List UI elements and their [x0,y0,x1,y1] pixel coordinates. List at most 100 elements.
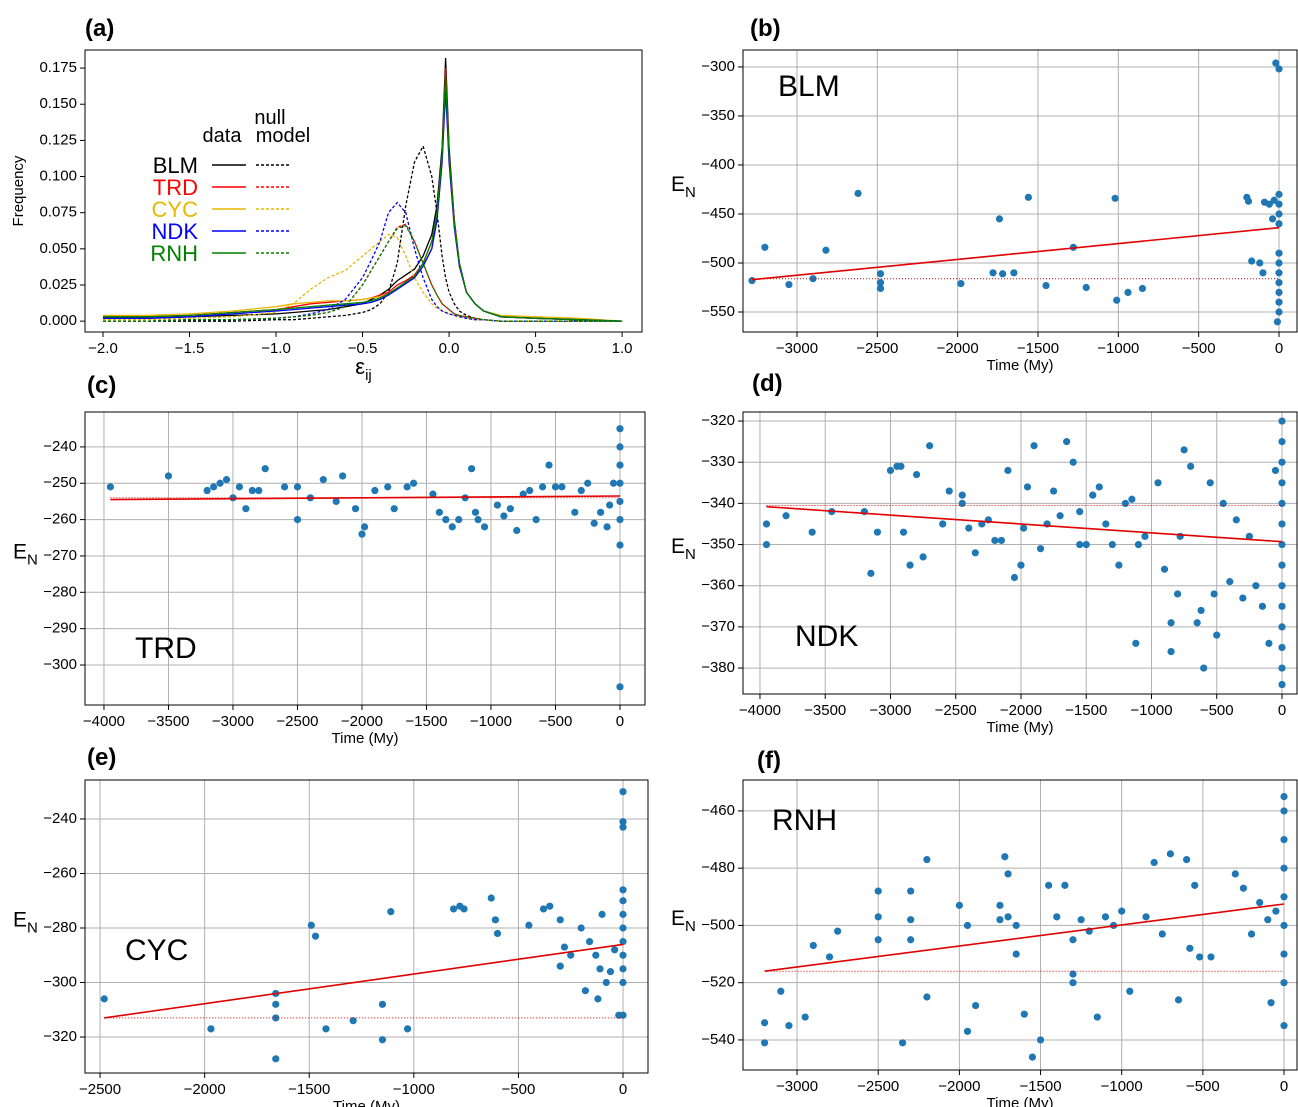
point [762,520,771,528]
point [1275,249,1283,257]
point [1275,65,1283,73]
point [1219,499,1227,507]
point [1076,540,1084,549]
point [1115,561,1123,569]
point [1278,623,1286,631]
point [1247,930,1256,938]
point [808,528,816,536]
y-tick-label: 0.150 [39,95,77,112]
panel-title: (d) [752,370,783,397]
x-tick-label: −1000 [1130,702,1172,719]
point [958,499,966,507]
point [390,505,398,513]
point [963,1027,972,1035]
point [619,823,627,831]
x-axis-label: Time (My) [987,1095,1054,1107]
point [1012,950,1020,958]
point [460,905,468,913]
x-tick-label: 0.5 [525,340,546,357]
point [619,924,627,932]
point [409,479,418,487]
point [480,523,489,531]
point [1275,298,1283,306]
point [1278,664,1286,672]
point [603,523,611,531]
point [1141,532,1149,540]
point [1278,479,1286,487]
point [1019,524,1028,532]
y-axis-label-main: E [671,535,685,558]
point [1272,907,1280,915]
point [1278,680,1286,689]
x-tick-label: −1500 [405,713,447,730]
point [349,1017,357,1025]
y-tick-label: −450 [701,205,735,222]
point [616,683,624,691]
point [1280,835,1288,844]
point [1280,921,1288,930]
y-tick-label: −270 [43,547,77,564]
point [1028,1053,1037,1061]
y-tick-label: −550 [701,303,735,320]
point [1264,916,1272,924]
point [1077,916,1085,924]
point [1010,269,1018,277]
point [1231,870,1239,878]
point [1256,259,1264,267]
point [874,887,882,895]
y-axis-label: EN [13,541,38,569]
point [1012,921,1020,930]
point [919,553,927,561]
legend-label: TRD [153,175,198,200]
point [748,277,756,285]
x-tick-label: −1500 [1065,702,1107,719]
point [1076,508,1084,516]
plot-frame [742,49,1298,333]
point [923,855,931,864]
point [1278,561,1286,569]
point [1053,913,1061,921]
legend-header: null [254,107,285,129]
point [311,932,320,940]
point [876,270,885,278]
point [1082,283,1090,292]
point [1166,850,1174,858]
point [897,462,905,470]
point [616,443,624,451]
point [1278,417,1286,425]
x-tick-label: −3500 [147,713,189,730]
point [229,494,237,502]
point [1278,540,1286,549]
x-tick-label: −2500 [935,702,977,719]
point [606,501,614,509]
point [1042,281,1050,290]
y-tick-label: −330 [701,453,735,470]
point [1278,499,1286,507]
point [762,540,771,549]
x-axis-label: Time (My) [333,1098,400,1107]
point [1150,858,1158,867]
point [1278,520,1286,528]
x-tick-label: −4000 [739,702,781,719]
point [1275,200,1283,208]
point [332,497,340,506]
y-tick-label: −280 [43,583,77,600]
point [487,894,495,902]
point [594,995,602,1003]
point [619,951,627,959]
point [609,479,618,487]
panel-title: (f) [757,747,781,774]
point [1095,483,1103,491]
point [1023,483,1032,491]
point [1200,664,1208,672]
point [525,921,533,929]
point [1280,893,1288,901]
point [577,486,585,495]
point [468,465,476,473]
x-tick-label: −2000 [341,713,383,730]
point [995,215,1004,223]
y-tick-label: −360 [701,577,735,594]
point [1210,590,1218,598]
point [546,902,554,910]
point [590,519,598,527]
